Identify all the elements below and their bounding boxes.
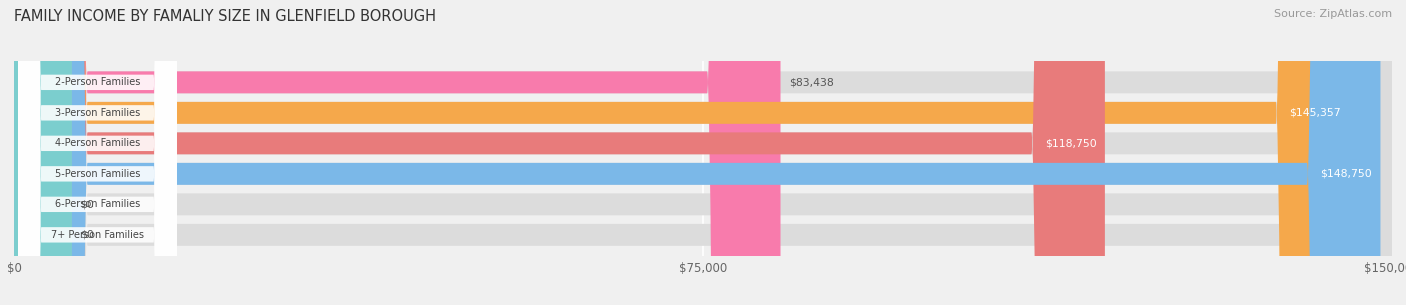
Text: $145,357: $145,357 <box>1289 108 1341 118</box>
FancyBboxPatch shape <box>18 0 177 305</box>
FancyBboxPatch shape <box>14 0 1392 305</box>
Text: $148,750: $148,750 <box>1320 169 1372 179</box>
FancyBboxPatch shape <box>14 0 1392 305</box>
FancyBboxPatch shape <box>14 0 72 305</box>
Text: 4-Person Families: 4-Person Families <box>55 138 141 148</box>
Text: $118,750: $118,750 <box>1045 138 1097 148</box>
Text: Source: ZipAtlas.com: Source: ZipAtlas.com <box>1274 9 1392 19</box>
FancyBboxPatch shape <box>14 0 1392 305</box>
Text: 5-Person Families: 5-Person Families <box>55 169 141 179</box>
FancyBboxPatch shape <box>18 0 177 305</box>
FancyBboxPatch shape <box>18 0 177 305</box>
FancyBboxPatch shape <box>14 0 780 305</box>
Text: 7+ Person Families: 7+ Person Families <box>51 230 143 240</box>
FancyBboxPatch shape <box>14 0 1381 305</box>
FancyBboxPatch shape <box>18 0 177 305</box>
Text: 3-Person Families: 3-Person Families <box>55 108 141 118</box>
Text: FAMILY INCOME BY FAMALIY SIZE IN GLENFIELD BOROUGH: FAMILY INCOME BY FAMALIY SIZE IN GLENFIE… <box>14 9 436 24</box>
Text: $0: $0 <box>80 199 94 209</box>
Text: 2-Person Families: 2-Person Families <box>55 77 141 87</box>
FancyBboxPatch shape <box>14 0 1105 305</box>
FancyBboxPatch shape <box>14 0 1350 305</box>
FancyBboxPatch shape <box>14 0 1392 305</box>
Text: $0: $0 <box>80 230 94 240</box>
FancyBboxPatch shape <box>18 0 177 305</box>
FancyBboxPatch shape <box>14 0 1392 305</box>
Text: 6-Person Families: 6-Person Families <box>55 199 141 209</box>
FancyBboxPatch shape <box>14 0 1392 305</box>
FancyBboxPatch shape <box>14 0 72 305</box>
FancyBboxPatch shape <box>18 0 177 305</box>
Text: $83,438: $83,438 <box>789 77 834 87</box>
